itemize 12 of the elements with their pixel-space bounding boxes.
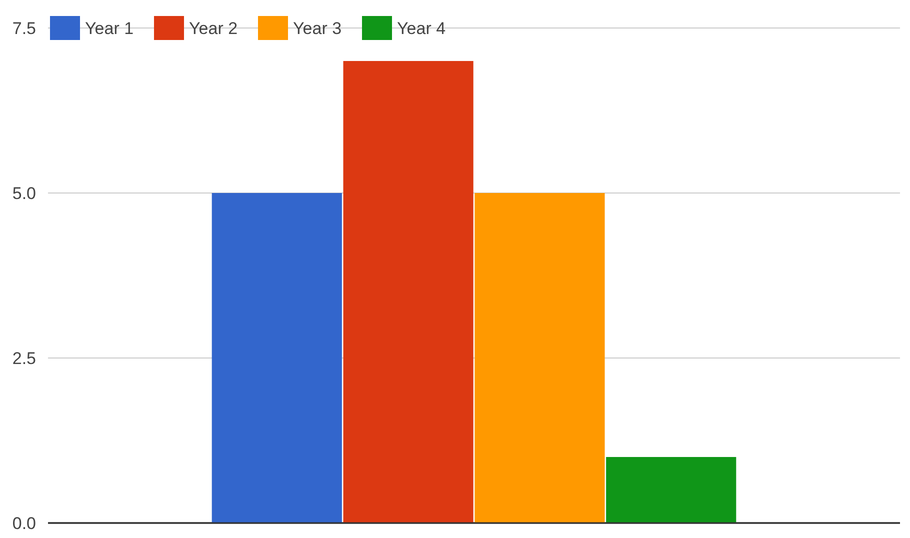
- bar: [212, 193, 342, 523]
- bar: [343, 61, 474, 523]
- bar: [606, 457, 736, 523]
- legend-label: Year 2: [189, 19, 238, 38]
- y-tick-label: 7.5: [12, 18, 36, 38]
- y-tick-label: 2.5: [12, 348, 36, 368]
- legend-label: Year 3: [293, 19, 342, 38]
- y-tick-label: 0.0: [12, 514, 36, 533]
- legend-label: Year 4: [397, 19, 446, 38]
- y-tick-label: 5.0: [12, 184, 36, 203]
- legend-label: Year 1: [85, 19, 134, 38]
- bar: [474, 193, 605, 523]
